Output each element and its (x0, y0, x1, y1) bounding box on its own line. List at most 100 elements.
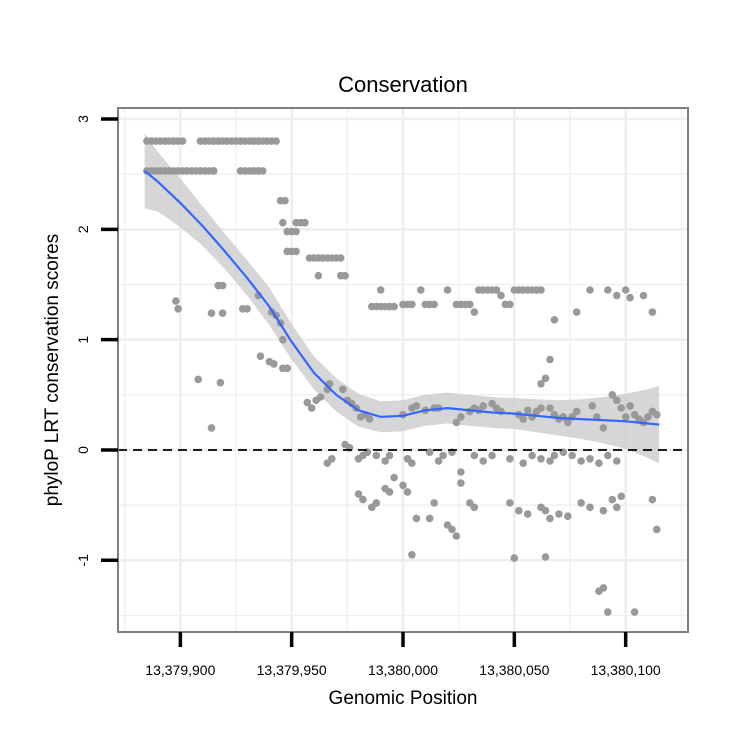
data-point (279, 218, 287, 227)
data-point (207, 309, 216, 318)
data-point (510, 554, 519, 562)
data-point (303, 398, 312, 407)
data-point (381, 457, 390, 465)
data-point (448, 525, 456, 534)
data-point (307, 404, 316, 412)
data-point (515, 506, 523, 515)
data-point (452, 532, 461, 540)
data-point (537, 380, 545, 388)
data-point (172, 297, 180, 305)
data-point (403, 488, 412, 496)
data-point (256, 352, 265, 361)
data-point (470, 451, 479, 460)
data-point (523, 406, 532, 415)
data-point (457, 413, 465, 421)
data-point (372, 499, 381, 507)
data-point (272, 137, 280, 145)
data-point (430, 499, 439, 507)
data-point (270, 360, 278, 368)
data-point (626, 293, 634, 302)
data-point (292, 227, 300, 236)
data-point (479, 402, 488, 410)
data-point (365, 415, 374, 423)
data-point (577, 457, 585, 465)
confidence-ribbon (144, 133, 660, 464)
data-point (599, 424, 608, 432)
data-point (537, 455, 545, 463)
data-point (209, 167, 218, 175)
data-point (457, 479, 465, 487)
data-point (621, 286, 630, 294)
data-point (207, 424, 216, 432)
y-tick-label: -1 (75, 554, 91, 567)
data-point (425, 448, 434, 457)
data-point (608, 495, 617, 504)
y-axis-label: phyloP LRT conservation scores (42, 234, 63, 507)
data-point (408, 551, 416, 559)
data-point (613, 503, 621, 512)
data-point (653, 410, 661, 419)
data-point (339, 385, 347, 394)
smooth-line-layer (144, 170, 660, 426)
confidence-ribbon-layer (144, 133, 660, 464)
data-point (586, 455, 594, 463)
data-point (376, 286, 385, 294)
data-point (385, 488, 394, 496)
data-point (546, 457, 554, 465)
data-point (412, 514, 421, 523)
data-point (599, 506, 608, 515)
data-point (506, 455, 514, 463)
data-point (546, 404, 554, 412)
x-tick-label: 13,380,050 (479, 662, 549, 678)
data-point (608, 391, 617, 399)
data-point (630, 608, 639, 616)
data-point (572, 308, 581, 316)
data-point (218, 281, 227, 290)
data-point (328, 455, 336, 463)
y-tick-label: 2 (75, 225, 91, 233)
data-point (586, 286, 594, 294)
data-point (644, 413, 652, 421)
data-point (283, 364, 292, 373)
data-point (457, 468, 465, 476)
data-point (443, 286, 452, 294)
data-point (178, 137, 187, 145)
data-point (648, 308, 657, 316)
x-axis: 13,379,900 13,379,950 13,380,000 13,380,050… (145, 632, 661, 678)
data-point (243, 305, 251, 313)
data-point (550, 316, 559, 324)
data-point (390, 473, 398, 482)
data-point (359, 495, 367, 504)
data-point (528, 451, 536, 460)
data-point (218, 309, 227, 318)
data-point (292, 247, 300, 256)
data-point (488, 451, 496, 460)
data-point (385, 451, 394, 460)
data-point (519, 459, 527, 468)
data-point (537, 286, 545, 294)
data-point (301, 218, 309, 227)
data-point (479, 457, 488, 465)
data-point (541, 374, 550, 383)
y-tick-label: 1 (75, 336, 91, 344)
data-point (568, 451, 576, 460)
data-point (617, 492, 625, 501)
data-point (434, 457, 443, 465)
data-point (336, 254, 345, 262)
data-point (279, 335, 287, 344)
data-point (613, 396, 621, 405)
smooth-line (144, 170, 660, 426)
data-point (399, 481, 407, 490)
data-point (604, 286, 612, 294)
data-point (408, 459, 416, 468)
data-point (470, 308, 479, 316)
data-point (546, 514, 554, 523)
data-point (430, 300, 439, 309)
data-point (506, 499, 514, 507)
data-point (653, 525, 661, 534)
data-point (523, 510, 532, 518)
data-point (595, 459, 603, 468)
data-point (216, 378, 225, 387)
data-point (626, 402, 634, 410)
